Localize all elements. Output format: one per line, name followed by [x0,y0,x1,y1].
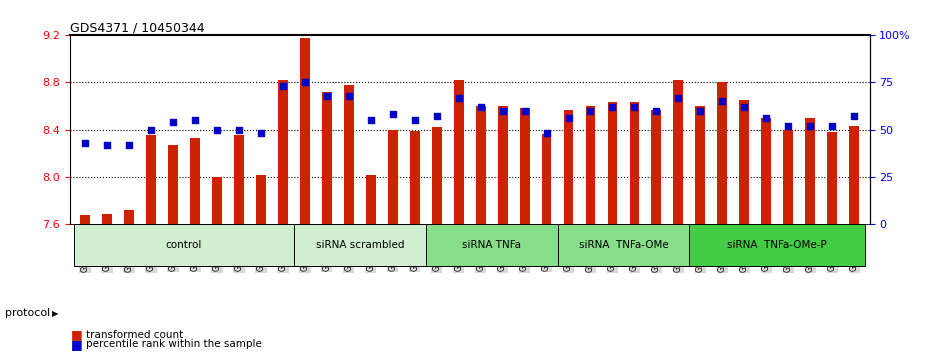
FancyBboxPatch shape [689,224,865,266]
Point [693,108,708,114]
Bar [322,92,332,224]
Text: siRNA scrambled: siRNA scrambled [315,240,404,250]
Bar [652,109,661,224]
Point [188,117,203,123]
Bar [520,108,529,224]
Point [539,131,554,136]
Bar [168,145,178,224]
Bar [498,106,508,224]
Point [649,108,664,114]
Text: ▶: ▶ [52,309,59,318]
Bar [541,134,551,224]
Bar [454,80,464,224]
Text: siRNA  TNFa-OMe: siRNA TNFa-OMe [578,240,669,250]
Text: siRNA  TNFa-OMe-P: siRNA TNFa-OMe-P [727,240,827,250]
Point [825,123,840,129]
Point [715,98,730,104]
Bar [410,131,419,224]
Text: ■: ■ [71,338,83,350]
Point [605,104,620,110]
Point [341,93,356,98]
Point [517,108,532,114]
Bar [234,136,244,224]
Text: ■: ■ [71,328,83,341]
Point [122,142,137,147]
Point [627,104,642,110]
Bar [256,176,266,224]
Point [407,117,422,123]
Bar [630,102,640,224]
Bar [80,216,90,224]
Bar [475,106,485,224]
Point [473,104,488,110]
Point [298,80,312,85]
FancyBboxPatch shape [74,224,294,266]
Point [275,84,290,89]
Point [781,123,796,129]
Bar [849,126,859,224]
Point [671,95,685,101]
Point [319,93,334,98]
Point [846,114,861,119]
Bar [212,177,222,224]
Bar [673,80,684,224]
Bar [102,214,112,224]
FancyBboxPatch shape [294,224,426,266]
Point [583,108,598,114]
Text: control: control [166,240,202,250]
Bar [190,138,200,224]
Bar [805,118,816,224]
Bar [586,106,595,224]
Point [495,108,510,114]
Text: siRNA TNFa: siRNA TNFa [462,240,521,250]
Point [561,115,576,121]
Point [254,131,269,136]
Point [78,140,93,145]
Point [232,127,246,132]
Point [430,114,445,119]
Point [143,127,158,132]
Bar [388,130,398,224]
Point [364,117,379,123]
Point [451,95,466,101]
Bar [432,127,442,224]
Point [803,123,817,129]
Bar [739,100,750,224]
Bar [146,136,156,224]
Text: GDS4371 / 10450344: GDS4371 / 10450344 [70,21,205,34]
Bar [344,85,353,224]
Point [209,127,224,132]
Point [737,104,751,110]
Bar [783,130,793,224]
FancyBboxPatch shape [426,224,558,266]
Point [385,112,400,117]
Bar [717,82,727,224]
Point [759,115,774,121]
FancyBboxPatch shape [558,224,689,266]
Bar [696,106,705,224]
Bar [299,38,310,224]
Bar [607,102,618,224]
Point [166,119,180,125]
Text: percentile rank within the sample: percentile rank within the sample [86,339,262,349]
Bar [124,210,134,224]
Bar [564,109,574,224]
Bar [278,80,287,224]
Point [100,142,114,147]
Text: transformed count: transformed count [86,330,184,339]
Bar [828,132,837,224]
Text: protocol: protocol [5,308,50,318]
Bar [365,176,376,224]
Bar [762,118,771,224]
